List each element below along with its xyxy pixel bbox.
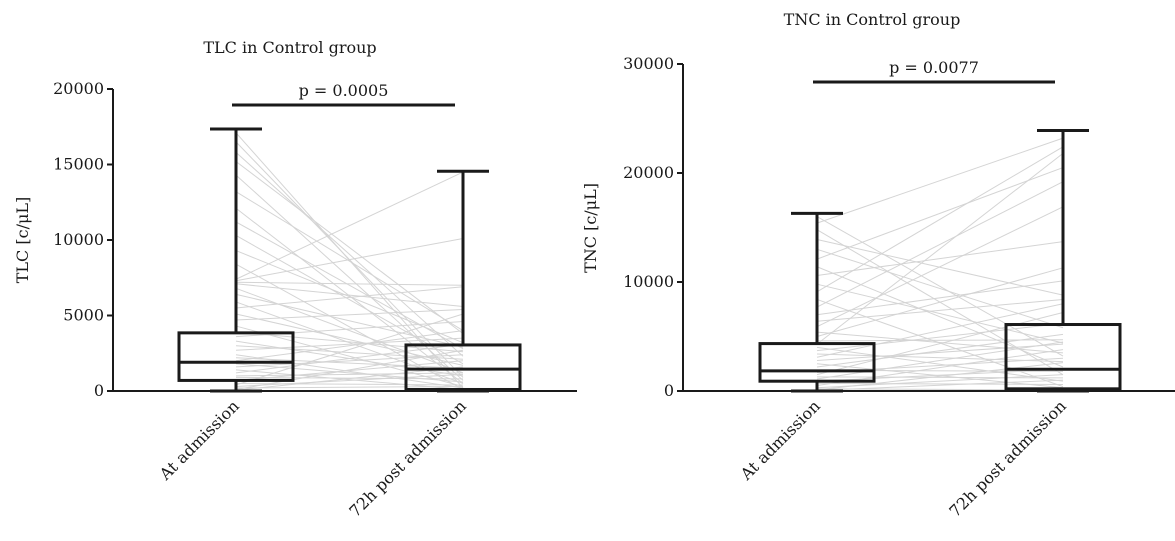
tnc-paired-line [816, 206, 1064, 328]
tlc-paired-line [235, 250, 464, 344]
tlc-paired-line [235, 382, 464, 386]
tnc-paired-line [816, 341, 1064, 380]
tnc-panel: TNC in Control group TNC [c/μL] 0 10000 20… [581, 10, 1175, 521]
tlc-paired-line [235, 191, 464, 332]
tnc-paired-line [816, 241, 1064, 276]
tnc-y-tick-label: 10000 [623, 272, 674, 291]
tnc-at-admission-box [758, 342, 876, 383]
tnc-72h-box [1004, 323, 1122, 391]
tlc-chart-title: TLC in Control group [203, 38, 376, 57]
tnc-paired-line [816, 298, 1064, 388]
tlc-paired-line [235, 343, 464, 374]
tnc-paired-line [816, 331, 1064, 354]
tlc-paired-line [235, 283, 464, 307]
tlc-paired-line [235, 313, 464, 386]
tlc-paired-line [235, 207, 464, 384]
tlc-paired-line [235, 366, 464, 391]
tlc-paired-line [235, 152, 464, 357]
tnc-paired-line [816, 248, 1064, 329]
tnc-paired-line [816, 152, 1064, 345]
tnc-paired-line [816, 167, 1064, 260]
tlc-paired-line [235, 385, 464, 389]
tlc-x-category-label: 72h post admission [345, 396, 469, 520]
tnc-paired-line [816, 303, 1064, 358]
tlc-paired-line [235, 337, 464, 351]
tnc-paired-line [816, 298, 1064, 322]
tnc-y-tick-label: 20000 [623, 163, 674, 182]
tlc-paired-line [235, 349, 464, 390]
tlc-paired-line [235, 286, 464, 309]
tnc-paired-line [816, 280, 1064, 316]
tnc-paired-line [816, 363, 1064, 389]
tlc-paired-line [235, 354, 464, 389]
tnc-y-tick-label: 30000 [623, 54, 674, 73]
tnc-paired-line [816, 379, 1064, 391]
tlc-paired-line [235, 345, 464, 360]
tnc-paired-line [816, 137, 1064, 224]
tlc-y-tick-label: 10000 [53, 230, 104, 249]
tnc-y-tick-label: 0 [664, 381, 674, 400]
tlc-paired-line [235, 373, 464, 387]
tlc-y-tick-label: 5000 [63, 306, 104, 325]
tnc-paired-line [816, 376, 1064, 379]
tlc-paired-line [235, 308, 464, 321]
tlc-paired-line [235, 171, 464, 280]
tlc-y-tick-label: 20000 [53, 79, 104, 98]
tnc-plot-area: 0 10000 20000 30000 At admission 72h post adm… [623, 54, 1175, 521]
tlc-paired-line [235, 360, 464, 381]
tlc-y-axis-label: TLC [c/μL] [13, 197, 32, 283]
tnc-paired-line [816, 333, 1064, 368]
tnc-chart-title: TNC in Control group [784, 10, 961, 29]
tlc-p-value: p = 0.0005 [299, 81, 389, 100]
tlc-paired-line [235, 287, 464, 374]
tnc-paired-line [816, 349, 1064, 387]
tnc-paired-line [816, 322, 1064, 352]
tlc-paired-line [235, 235, 464, 365]
tlc-paired-line [235, 372, 464, 377]
tnc-paired-line [816, 343, 1064, 361]
tnc-paired-line [816, 266, 1064, 368]
tlc-paired-line [235, 281, 464, 286]
tnc-x-category-label: 72h post admission [945, 396, 1069, 520]
tlc-72h-box [404, 343, 522, 391]
tlc-paired-line [235, 330, 464, 362]
tlc-paired-line [235, 237, 464, 282]
tnc-p-value: p = 0.0077 [889, 58, 979, 77]
tnc-paired-line [816, 181, 1064, 308]
tnc-paired-line [816, 346, 1064, 382]
tnc-paired-line [816, 267, 1064, 337]
tnc-x-category-label: At admission [736, 396, 824, 484]
tnc-y-axis-label: TNC [c/μL] [581, 183, 600, 273]
tlc-x-category-label: At admission [155, 396, 243, 484]
tnc-paired-line [816, 362, 1064, 391]
tnc-paired-line [816, 312, 1064, 376]
tnc-paired-line [816, 146, 1064, 293]
tlc-paired-line [235, 161, 464, 335]
tlc-paired-line [235, 357, 464, 369]
tlc-y-tick-label: 15000 [53, 155, 104, 174]
tlc-y-tick-label: 0 [94, 381, 104, 400]
tnc-paired-line [816, 382, 1064, 385]
tlc-paired-line [235, 293, 464, 348]
tlc-plot-area: 0 5000 10000 15000 20000 At admission 72h post… [53, 79, 577, 521]
tnc-paired-line [816, 283, 1064, 344]
tlc-panel: TLC in Control group TLC [c/μL] 0 5000 100… [13, 38, 577, 521]
tnc-paired-line [816, 339, 1064, 342]
tlc-at-admission-box [177, 331, 295, 382]
